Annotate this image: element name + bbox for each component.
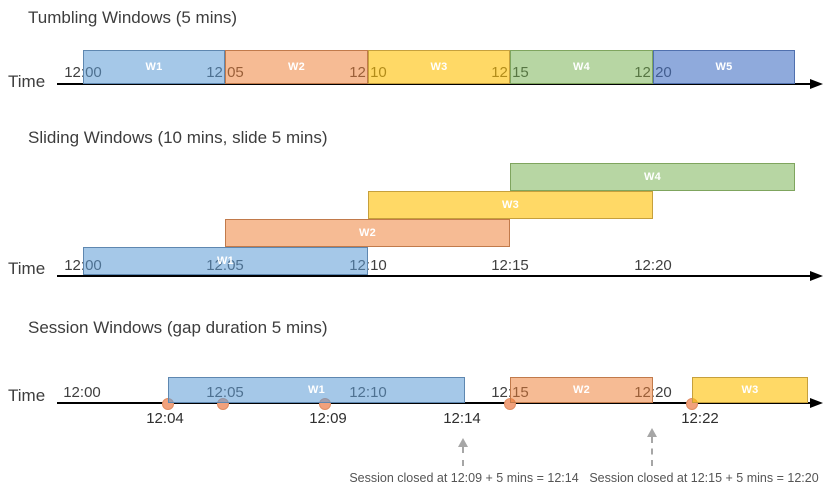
- event-time-label: 12:22: [681, 410, 719, 427]
- window-label: W2: [358, 226, 377, 239]
- window-label: W5: [715, 60, 733, 73]
- time-axis-label: Time: [8, 386, 46, 405]
- window-bar-session-w3: W3: [692, 377, 808, 403]
- tick-label: 12:20: [634, 257, 672, 274]
- window-bar-sliding-w4: W4: [510, 163, 795, 191]
- window-bar-tumbling-w4: W4: [510, 50, 653, 84]
- annotation-arrow-up-icon: [647, 428, 657, 437]
- window-bar-sliding-w2: W2: [225, 219, 510, 247]
- window-bar-session-w1: W1: [168, 377, 465, 403]
- time-axis-label: Time: [8, 259, 46, 278]
- annotation-text: Session closed at 12:09 + 5 mins = 12:14: [349, 471, 579, 485]
- event-time-label: 12:14: [443, 410, 481, 427]
- window-label: W2: [572, 383, 591, 396]
- window-label: W4: [643, 170, 662, 183]
- timeline-arrowhead-icon: [810, 271, 823, 281]
- window-label: W1: [145, 60, 163, 73]
- window-label: W1: [307, 383, 326, 396]
- window-label: W2: [287, 60, 306, 73]
- diagram-title-tumbling: Tumbling Windows (5 mins): [28, 8, 238, 27]
- timeline: [57, 402, 810, 404]
- window-bar-tumbling-w3: W3: [368, 50, 510, 84]
- annotation-text: Session closed at 12:15 + 5 mins = 12:20: [589, 471, 819, 485]
- timeline: [57, 275, 810, 277]
- window-bar-tumbling-w1: W1: [83, 50, 225, 84]
- window-bar-sliding-w3: W3: [368, 191, 653, 219]
- window-bar-session-w2: W2: [510, 377, 653, 403]
- annotation-arrow-stem: [651, 437, 653, 466]
- window-bar-tumbling-w2: W2: [225, 50, 368, 84]
- event-time-label: 12:04: [146, 410, 184, 427]
- window-label: W3: [501, 198, 520, 211]
- timeline: [57, 83, 810, 85]
- window-bar-tumbling-w5: W5: [653, 50, 795, 84]
- window-bar-sliding-w1: W1: [83, 247, 368, 275]
- annotation-arrow-up-icon: [458, 438, 468, 447]
- timeline-arrowhead-icon: [810, 398, 823, 408]
- timeline-arrowhead-icon: [810, 79, 823, 89]
- window-label: W1: [216, 254, 235, 267]
- time-axis-label: Time: [8, 72, 46, 91]
- tick-label: 12:15: [491, 257, 529, 274]
- window-label: W4: [572, 60, 591, 73]
- annotation-arrow-stem: [462, 447, 464, 466]
- diagram-title-sliding: Sliding Windows (10 mins, slide 5 mins): [28, 128, 328, 147]
- window-label: W3: [430, 60, 448, 73]
- window-label: W3: [741, 383, 759, 396]
- event-time-label: 12:09: [309, 410, 347, 427]
- tick-label: 12:00: [63, 384, 101, 401]
- diagram-title-session: Session Windows (gap duration 5 mins): [28, 318, 328, 337]
